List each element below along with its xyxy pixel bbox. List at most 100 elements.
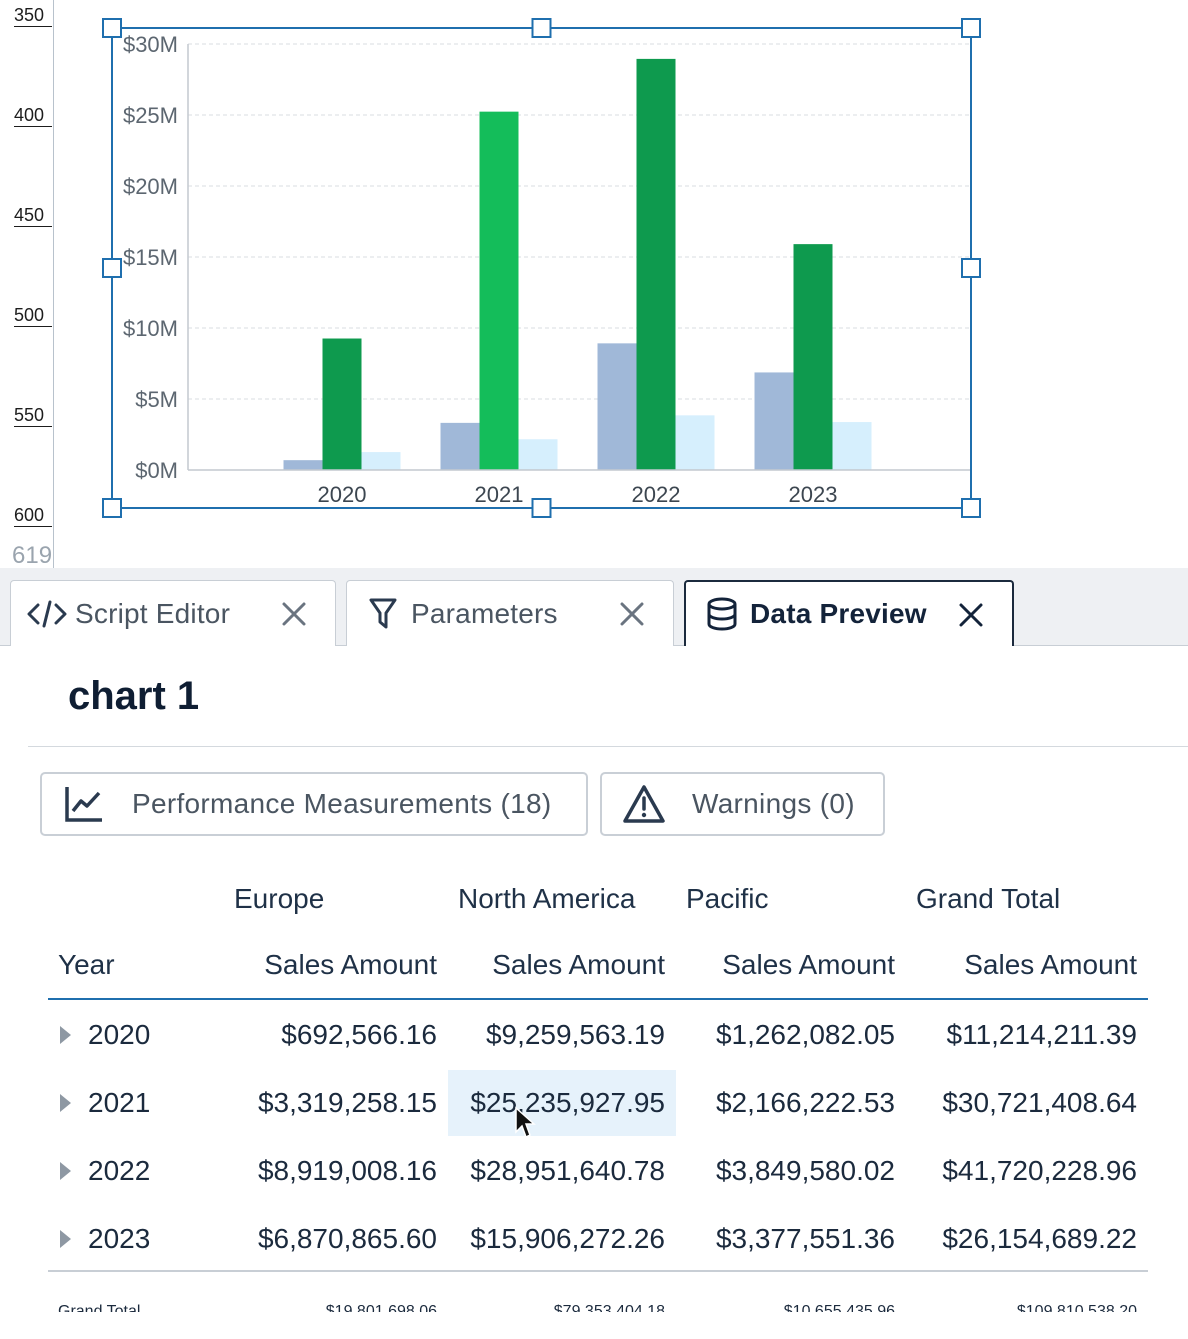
ruler-tick: 350	[14, 6, 52, 27]
ruler-tick: 550	[14, 406, 52, 427]
y-tick-label: $0M	[135, 458, 178, 483]
y-tick-label: $30M	[123, 32, 178, 57]
mouse-cursor-icon	[515, 1106, 536, 1139]
vertical-ruler: 350 400 450 500 550 600 619	[0, 0, 54, 569]
ruler-tick: 450	[14, 206, 52, 227]
year-cell[interactable]: 2022	[88, 1155, 151, 1186]
x-tick-label: 2023	[789, 482, 838, 507]
close-icon[interactable]	[279, 599, 309, 629]
tab-parameters[interactable]: Parameters	[346, 580, 674, 646]
close-icon[interactable]	[617, 599, 647, 629]
bar-chart[interactable]: $0M$5M$10M$15M$20M$25M$30M 2020 2021 2022 2…	[0, 0, 1188, 568]
report-canvas[interactable]: 350 400 450 500 550 600 619 $0M $5M $10M $1…	[0, 0, 1188, 569]
year-cell[interactable]: 2023	[88, 1223, 151, 1254]
group-header-row: Europe North America Pacific Grand Total	[48, 866, 1148, 934]
bar-2022	[675, 415, 715, 470]
bar-2021	[518, 439, 558, 470]
expand-caret-icon[interactable]	[60, 1230, 71, 1248]
resize-handle[interactable]	[102, 18, 122, 38]
chart-gridlines	[188, 43, 971, 400]
column-header-row: Year Sales Amount Sales Amount Sales Amo…	[48, 932, 1148, 1000]
sales-amount-cell[interactable]: $41,720,228.96	[942, 1155, 1137, 1186]
table-row[interactable]: 2021 $3,319,258.15 $25,235,927.95 $2,166,22…	[48, 1070, 1148, 1138]
filter-icon	[363, 597, 403, 631]
ruler-end-label: 619	[12, 542, 53, 569]
column-header-sales-grand-total[interactable]: Sales Amount	[964, 949, 1137, 980]
expand-caret-icon[interactable]	[60, 1026, 71, 1044]
resize-handle[interactable]	[102, 498, 122, 518]
x-tick-label: 2020	[318, 482, 367, 507]
x-tick-label: 2021	[475, 482, 524, 507]
sales-amount-cell[interactable]: $8,919,008.16	[257, 1155, 437, 1186]
table-row[interactable]: 2023 $6,870,865.60 $15,906,272.26 $3,377,55…	[48, 1206, 1148, 1274]
bar-2023	[832, 422, 872, 470]
button-label: Warnings (0)	[692, 788, 855, 819]
y-tick-label: $15M	[123, 245, 178, 270]
warning-icon	[622, 784, 666, 824]
ruler-tick: 400	[14, 106, 52, 127]
bar-2021	[440, 422, 480, 470]
resize-handle[interactable]	[961, 18, 981, 38]
expand-caret-icon[interactable]	[60, 1162, 71, 1180]
tab-script-editor[interactable]: Script Editor	[10, 580, 336, 646]
sales-amount-cell[interactable]: $3,377,551.36	[715, 1223, 895, 1254]
sales-amount-cell[interactable]: $9,259,563.19	[485, 1019, 665, 1050]
sales-amount-cell[interactable]: $1,262,082.05	[715, 1019, 895, 1050]
sales-amount-cell[interactable]: $2,166,222.53	[715, 1087, 895, 1118]
button-label: Performance Measurements (18)	[132, 788, 552, 819]
grand-total-cell: $79,353,404.18	[553, 1303, 665, 1312]
tab-label: Parameters	[411, 597, 558, 629]
divider	[48, 1270, 1148, 1272]
performance-measurements-button[interactable]: Performance Measurements (18)	[40, 772, 588, 836]
tab-label: Script Editor	[75, 597, 231, 629]
resize-handle[interactable]	[961, 258, 981, 278]
sales-amount-cell[interactable]: $3,319,258.15	[257, 1087, 437, 1118]
bar-2022	[636, 58, 676, 471]
y-tick-label: $10M	[123, 316, 178, 341]
line-chart-icon	[62, 784, 106, 824]
resize-handle[interactable]	[531, 498, 552, 518]
sales-amount-cell[interactable]: $692,566.16	[281, 1019, 437, 1050]
group-header-europe: Europe	[234, 883, 325, 914]
grand-total-label: Grand Total	[58, 1303, 141, 1312]
data-preview-panel: chart 1 Performance Measurements (18) Wa…	[0, 646, 1188, 1339]
x-axis-labels: 2020 2021 2022 2023	[318, 482, 838, 507]
column-header-sales-europe[interactable]: Sales Amount	[264, 949, 437, 980]
bar-2022	[597, 343, 637, 470]
grand-total-cell: $10,655,435.96	[783, 1303, 895, 1312]
sales-amount-cell[interactable]: $3,849,580.02	[715, 1155, 895, 1186]
year-cell[interactable]: 2021	[88, 1087, 151, 1118]
bar-2020	[361, 452, 401, 470]
warnings-button[interactable]: Warnings (0)	[600, 772, 885, 836]
expand-caret-icon[interactable]	[60, 1094, 71, 1112]
close-icon[interactable]	[956, 600, 986, 630]
sales-amount-cell[interactable]: $28,951,640.78	[470, 1155, 665, 1186]
sales-amount-cell[interactable]: $6,870,865.60	[257, 1223, 437, 1254]
column-header-year[interactable]: Year	[58, 949, 115, 980]
column-header-sales-pacific[interactable]: Sales Amount	[722, 949, 895, 980]
sales-amount-cell[interactable]: $25,235,927.95	[448, 1070, 676, 1136]
tab-data-preview[interactable]: Data Preview	[684, 580, 1014, 648]
year-cell[interactable]: 2020	[88, 1019, 151, 1050]
bottom-tab-bar: Script Editor Parameters Data Preview	[0, 568, 1188, 648]
resize-handle[interactable]	[961, 498, 981, 518]
chart-bars	[283, 58, 872, 471]
table-row[interactable]: 2022 $8,919,008.16 $28,951,640.78 $3,849,58…	[48, 1138, 1148, 1206]
sales-amount-cell[interactable]: $15,906,272.26	[470, 1223, 665, 1254]
selection-box	[102, 18, 981, 518]
ruler-tick: 500	[14, 306, 52, 327]
sales-amount-cell[interactable]: $26,154,689.22	[942, 1223, 1137, 1254]
y-tick-label: $25M	[123, 103, 178, 128]
grand-total-cell: $19,801,698.06	[325, 1303, 437, 1312]
divider	[28, 746, 1188, 747]
panel-title: chart 1	[68, 674, 200, 718]
chart-axes	[187, 44, 971, 471]
resize-handle[interactable]	[531, 18, 552, 38]
column-header-sales-north-america[interactable]: Sales Amount	[492, 949, 665, 980]
sales-amount-cell[interactable]: $30,721,408.64	[942, 1087, 1137, 1118]
x-tick-label: 2022	[632, 482, 681, 507]
ruler-tick: 600	[14, 506, 52, 527]
table-row[interactable]: 2020 $692,566.16 $9,259,563.19 $1,262,082.0…	[48, 1002, 1148, 1070]
resize-handle[interactable]	[102, 258, 122, 278]
sales-amount-cell[interactable]: $11,214,211.39	[946, 1019, 1137, 1050]
